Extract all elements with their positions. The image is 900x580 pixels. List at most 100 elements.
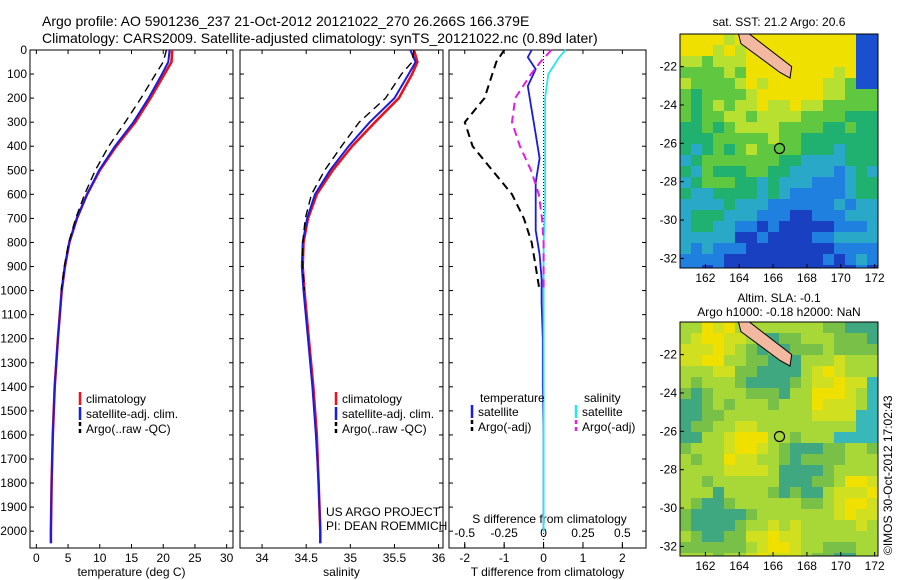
map-cell <box>779 366 791 378</box>
map-cell <box>834 177 846 189</box>
map-cell <box>812 509 824 521</box>
map-cell <box>724 221 736 233</box>
map-cell <box>702 232 714 244</box>
map-cell <box>713 155 725 167</box>
lat-tick-label: -28 <box>660 463 678 477</box>
lat-tick-label: -22 <box>660 348 678 362</box>
map-cell <box>867 155 878 167</box>
map-cell <box>823 465 835 477</box>
map-cell <box>757 531 769 543</box>
profile-panel-2: 34 34.5 35 35.5 36 salinity climatologysatelli… <box>239 49 446 579</box>
map-cell <box>845 476 857 488</box>
map-cell <box>845 155 857 167</box>
map-cell <box>702 542 714 554</box>
map-cell <box>702 487 714 499</box>
map-cell <box>856 221 868 233</box>
map-cell <box>768 177 780 189</box>
map-cell <box>779 487 791 499</box>
map-cell <box>856 542 868 554</box>
map-cell <box>757 210 769 222</box>
map-cell <box>834 498 846 510</box>
x-tick-label: -1 <box>499 551 510 565</box>
map-cell <box>702 221 714 233</box>
map-cell <box>823 144 835 156</box>
map-cell <box>801 67 813 79</box>
lat-tick-label: -26 <box>660 136 678 150</box>
series-line-2 <box>49 49 171 544</box>
map-cell <box>845 542 857 554</box>
map-cell <box>713 177 725 189</box>
map-cell <box>867 56 878 68</box>
map-cell <box>724 166 736 178</box>
map-cell <box>724 133 736 145</box>
map-cell <box>713 322 725 334</box>
map-cell <box>790 432 802 444</box>
float-location-marker <box>773 430 786 443</box>
map-cell <box>746 67 758 79</box>
map-cell <box>680 265 692 268</box>
map-cell <box>779 100 791 112</box>
map-cell <box>823 520 835 532</box>
map-cell <box>845 531 857 543</box>
map-cell <box>735 421 747 433</box>
map-cell <box>856 553 868 556</box>
legend-label: Argo(..raw -QC) <box>86 422 171 436</box>
map-cell <box>801 421 813 433</box>
x-axis-label: salinity <box>323 565 360 579</box>
map-cell <box>680 377 692 389</box>
map-cell <box>790 45 802 57</box>
map-cell <box>735 487 747 499</box>
map-cell <box>812 166 824 178</box>
series-line-1 <box>49 49 174 544</box>
map-cell <box>691 344 703 356</box>
map-cell <box>801 432 813 444</box>
map-cell <box>735 465 747 477</box>
map-cell <box>735 210 747 222</box>
map-cell <box>713 509 725 521</box>
map-cell <box>790 221 802 233</box>
map-cell <box>834 399 846 411</box>
map-cell <box>823 78 835 90</box>
map-cell <box>823 122 835 134</box>
map-cell <box>768 89 780 101</box>
map-cell <box>691 122 703 134</box>
map-cell <box>812 388 824 400</box>
map-cell <box>702 344 714 356</box>
map-cell <box>845 89 857 101</box>
map-cell <box>768 476 780 488</box>
map-cell <box>801 111 813 123</box>
map-cell <box>735 498 747 510</box>
map-cell <box>812 254 824 266</box>
x-tick-label: 0 <box>540 551 547 565</box>
map-cell <box>691 111 703 123</box>
map-cell <box>735 199 747 211</box>
map-cell <box>702 476 714 488</box>
map-cell <box>680 221 692 233</box>
map-cell <box>768 509 780 521</box>
map-cell <box>680 498 692 510</box>
map-cell <box>856 56 868 68</box>
map-cell <box>812 531 824 543</box>
map-cell <box>702 144 714 156</box>
map-cell <box>779 421 791 433</box>
map-cell <box>867 199 878 211</box>
map-cell <box>724 410 736 422</box>
map-cell <box>713 78 725 90</box>
legend-title-salinity: salinity <box>584 391 621 405</box>
map-cell <box>834 100 846 112</box>
map-cell <box>834 210 846 222</box>
map-cell <box>812 133 824 145</box>
map-cell <box>757 487 769 499</box>
map-cell <box>867 232 878 244</box>
map-cell <box>724 476 736 488</box>
map-cell <box>834 78 846 90</box>
map-cell <box>856 432 868 444</box>
map-cell <box>845 366 857 378</box>
map-cell <box>757 454 769 466</box>
map-cell <box>702 465 714 477</box>
map-cell <box>735 443 747 455</box>
map-cell <box>746 487 758 499</box>
map-cell <box>757 432 769 444</box>
map-cell <box>801 243 813 255</box>
